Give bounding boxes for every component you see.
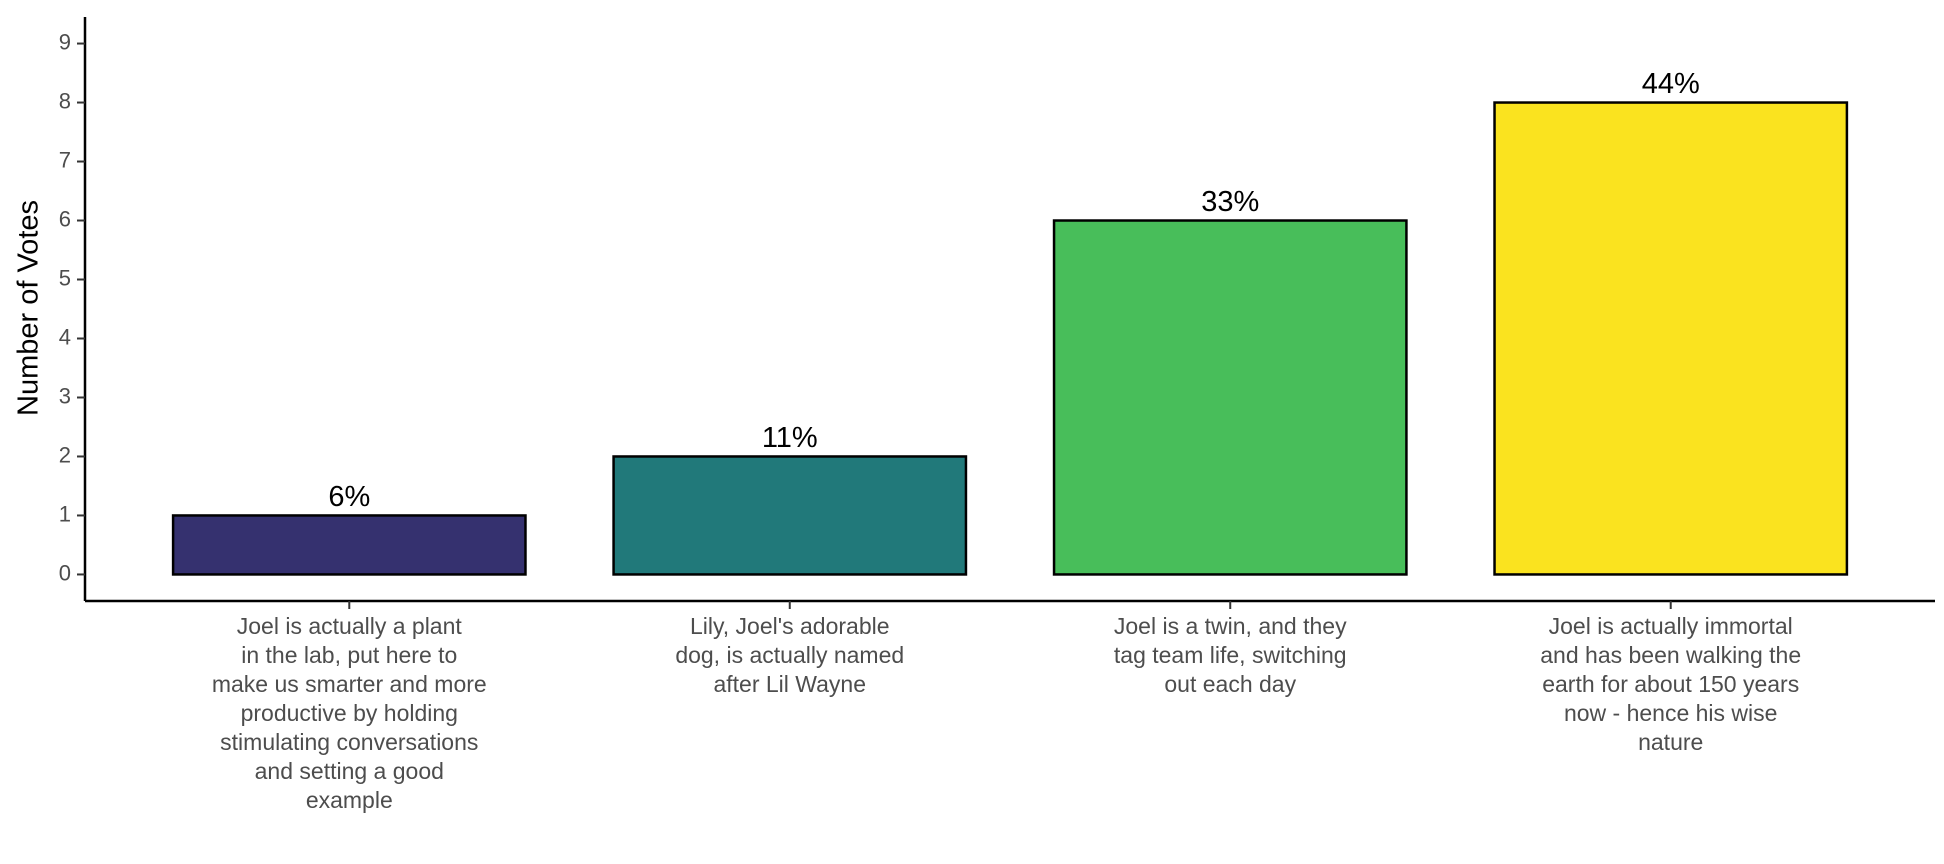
y-axis-title: Number of Votes <box>13 200 45 416</box>
bar <box>612 455 968 576</box>
x-tick-label: Joel is actually immortal and has been w… <box>1540 613 1802 755</box>
value-label: 11% <box>762 422 818 454</box>
y-tick-label: 6 <box>59 206 71 231</box>
y-tick-label: 2 <box>59 442 71 467</box>
y-tick-label: 3 <box>59 383 71 408</box>
y-tick-label: 1 <box>59 501 71 526</box>
x-tick-label: Joel is a twin, and they tag team life, … <box>1113 613 1347 697</box>
x-tick-label: Lily, Joel's adorable dog, is actually n… <box>675 613 905 697</box>
y-tick-label: 7 <box>59 147 71 172</box>
value-label: 33% <box>1201 186 1259 218</box>
y-tick-label: 9 <box>59 29 71 54</box>
y-tick-label: 4 <box>59 324 71 349</box>
x-tick-label: Joel is actually a plant in the lab, put… <box>211 613 487 813</box>
y-tick-label: 0 <box>59 560 71 585</box>
value-label: 44% <box>1642 68 1700 100</box>
bar <box>1493 101 1849 576</box>
value-label: 6% <box>328 481 370 513</box>
y-tick-label: 5 <box>59 265 71 290</box>
y-tick-label: 8 <box>59 88 71 113</box>
bar <box>1052 219 1408 576</box>
bar <box>171 514 527 576</box>
